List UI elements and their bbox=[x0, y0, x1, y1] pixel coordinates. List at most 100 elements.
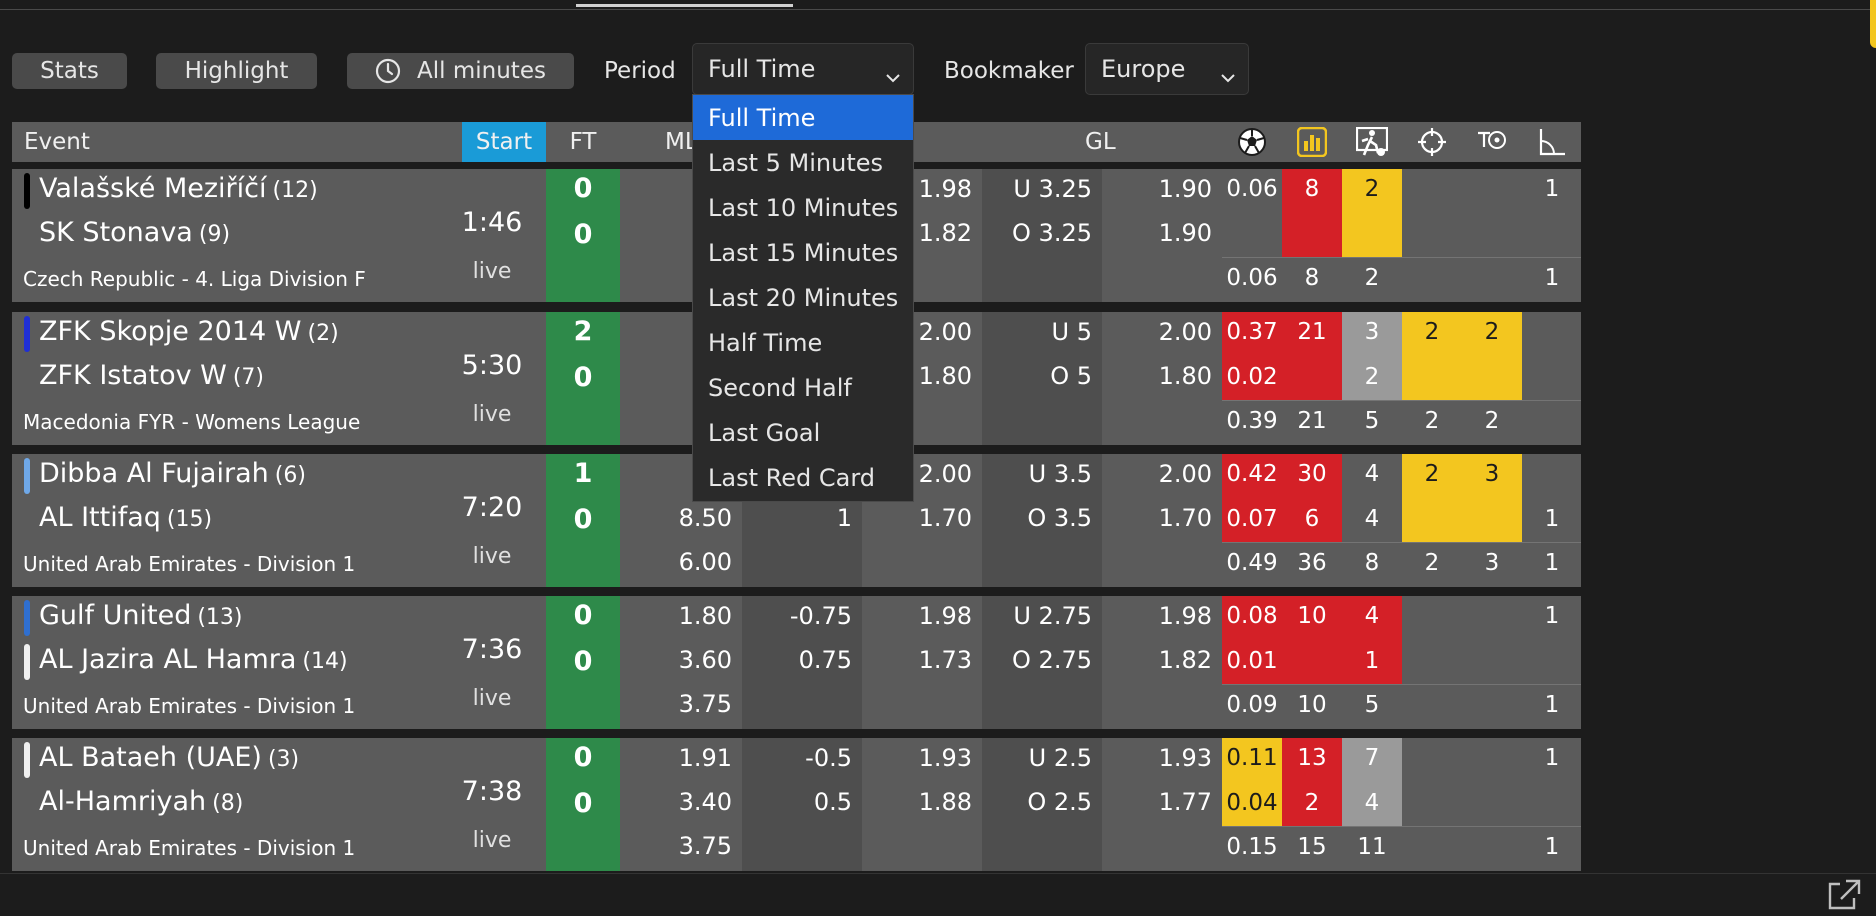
stat-highlight bbox=[1222, 738, 1282, 826]
stat-total: 0.09 bbox=[1226, 692, 1278, 718]
away-team[interactable]: AL Jazira AL Hamra (14) bbox=[39, 644, 348, 675]
stat-home: 2 bbox=[1484, 319, 1500, 345]
event-row[interactable]: Gulf United (13) AL Jazira AL Hamra (14) Uni… bbox=[12, 596, 1581, 729]
league-name[interactable]: United Arab Emirates - Division 1 bbox=[23, 552, 356, 576]
soccer-ball-icon[interactable] bbox=[1222, 122, 1282, 162]
stat-highlight bbox=[1222, 312, 1282, 400]
home-team[interactable]: ZFK Skopje 2014 W (2) bbox=[39, 316, 339, 347]
gl-odds[interactable]: 1.98 bbox=[1158, 602, 1212, 630]
gl-line-column bbox=[982, 169, 1102, 302]
gl-odds[interactable]: 1.90 bbox=[1158, 175, 1212, 203]
home-team-rank: (2) bbox=[307, 321, 339, 346]
ml-odds[interactable]: 8.50 bbox=[678, 504, 732, 532]
home-team[interactable]: AL Bataeh (UAE) (3) bbox=[39, 742, 299, 773]
stat-home: 2 bbox=[1424, 461, 1440, 487]
away-team-rank: (15) bbox=[166, 507, 213, 532]
ah-odds[interactable]: 1.70 bbox=[918, 504, 972, 532]
ah-odds[interactable]: 2.00 bbox=[918, 460, 972, 488]
stat-home: 3 bbox=[1484, 461, 1500, 487]
period-option[interactable]: Full Time bbox=[693, 95, 913, 140]
ah-odds[interactable]: 1.80 bbox=[918, 362, 972, 390]
header-start[interactable]: Start bbox=[462, 122, 546, 162]
all-minutes-button[interactable]: All minutes bbox=[347, 53, 574, 89]
home-team[interactable]: Gulf United (13) bbox=[39, 600, 243, 631]
gl-odds[interactable]: 1.82 bbox=[1158, 646, 1212, 674]
period-option[interactable]: Last Goal bbox=[708, 418, 821, 447]
period-option[interactable]: Last 5 Minutes bbox=[708, 148, 883, 177]
ml-odds[interactable]: 6.00 bbox=[678, 548, 732, 576]
gl-line: O 3.25 bbox=[1012, 219, 1092, 247]
ml-odds[interactable]: 1.91 bbox=[678, 744, 732, 772]
period-option[interactable]: Last Red Card bbox=[708, 463, 875, 492]
shot-target-icon[interactable] bbox=[1462, 122, 1522, 162]
away-team[interactable]: Al-Hamriyah (8) bbox=[39, 786, 243, 817]
ah-odds[interactable]: 1.73 bbox=[918, 646, 972, 674]
active-tab-indicator[interactable] bbox=[576, 4, 793, 7]
ml-odds[interactable]: 3.60 bbox=[678, 646, 732, 674]
home-team[interactable]: Dibba Al Fujairah (6) bbox=[39, 458, 306, 489]
gl-odds[interactable]: 2.00 bbox=[1158, 318, 1212, 346]
bookmaker-select[interactable]: Europe bbox=[1085, 43, 1249, 95]
header-ft[interactable]: FT bbox=[569, 129, 597, 155]
ml-odds[interactable]: 3.75 bbox=[678, 690, 732, 718]
ah-odds[interactable]: 1.82 bbox=[918, 219, 972, 247]
stats-button[interactable]: Stats bbox=[12, 53, 127, 89]
header-gl[interactable]: GL bbox=[1085, 129, 1116, 155]
ml-odds[interactable]: 3.75 bbox=[678, 832, 732, 860]
event-row[interactable]: AL Bataeh (UAE) (3) Al-Hamriyah (8) United A… bbox=[12, 738, 1581, 871]
period-option[interactable]: Last 10 Minutes bbox=[708, 193, 899, 222]
ah-line-column bbox=[742, 738, 862, 871]
player-run-icon[interactable] bbox=[1342, 122, 1402, 162]
gl-odds[interactable]: 1.70 bbox=[1158, 504, 1212, 532]
external-link-icon[interactable] bbox=[1826, 878, 1862, 916]
match-time: 7:38 bbox=[461, 776, 523, 807]
league-name[interactable]: United Arab Emirates - Division 1 bbox=[23, 836, 356, 860]
league-name[interactable]: United Arab Emirates - Division 1 bbox=[23, 694, 356, 718]
away-team-rank: (8) bbox=[212, 791, 244, 816]
period-option[interactable]: Half Time bbox=[708, 328, 823, 357]
ml-odds[interactable]: 1.80 bbox=[678, 602, 732, 630]
stat-home: 0.11 bbox=[1226, 745, 1278, 771]
stat-home: 1 bbox=[1544, 745, 1560, 771]
gl-odds[interactable]: 2.00 bbox=[1158, 460, 1212, 488]
gl-odds[interactable]: 1.90 bbox=[1158, 219, 1212, 247]
league-name[interactable]: Czech Republic - 4. Liga Division F bbox=[23, 267, 366, 291]
ah-odds[interactable]: 1.98 bbox=[918, 175, 972, 203]
period-select[interactable]: Full Time bbox=[692, 43, 914, 95]
corner-tab-handle[interactable] bbox=[1870, 0, 1876, 48]
ah-odds[interactable]: 2.00 bbox=[918, 318, 972, 346]
away-team[interactable]: ZFK Istatov W (7) bbox=[39, 360, 264, 391]
corner-flag-icon[interactable] bbox=[1522, 122, 1582, 162]
highlight-button[interactable]: Highlight bbox=[156, 53, 317, 89]
stats-separator bbox=[1222, 400, 1581, 401]
crosshair-icon[interactable] bbox=[1402, 122, 1462, 162]
match-status: live bbox=[472, 259, 512, 284]
gl-line-column bbox=[982, 454, 1102, 587]
ah-line: 0.5 bbox=[813, 788, 852, 816]
gl-odds[interactable]: 1.93 bbox=[1158, 744, 1212, 772]
ml-odds[interactable]: 3.40 bbox=[678, 788, 732, 816]
ah-odds[interactable]: 1.93 bbox=[918, 744, 972, 772]
score-column bbox=[546, 738, 620, 871]
period-label: Period bbox=[604, 58, 676, 84]
period-option[interactable]: Second Half bbox=[708, 373, 852, 402]
away-score: 0 bbox=[573, 219, 593, 250]
stat-home: 8 bbox=[1304, 176, 1320, 202]
period-option[interactable]: Last 20 Minutes bbox=[708, 283, 899, 312]
league-name[interactable]: Macedonia FYR - Womens League bbox=[23, 410, 361, 434]
stat-highlight bbox=[1342, 169, 1402, 257]
bar-chart-icon[interactable] bbox=[1282, 122, 1342, 162]
stat-total: 10 bbox=[1297, 692, 1327, 718]
team-color-bar bbox=[24, 600, 30, 636]
ah-odds[interactable]: 1.98 bbox=[918, 602, 972, 630]
away-team[interactable]: AL Ittifaq (15) bbox=[39, 502, 212, 533]
period-option[interactable]: Last 15 Minutes bbox=[708, 238, 899, 267]
home-team[interactable]: Valašské Meziříčí (12) bbox=[39, 173, 318, 204]
gl-odds[interactable]: 1.77 bbox=[1158, 788, 1212, 816]
ah-odds[interactable]: 1.88 bbox=[918, 788, 972, 816]
stat-highlight bbox=[1402, 454, 1462, 542]
away-team[interactable]: SK Stonava (9) bbox=[39, 217, 230, 248]
stat-total: 0.15 bbox=[1226, 834, 1278, 860]
header-event[interactable]: Event bbox=[24, 129, 90, 155]
gl-odds[interactable]: 1.80 bbox=[1158, 362, 1212, 390]
